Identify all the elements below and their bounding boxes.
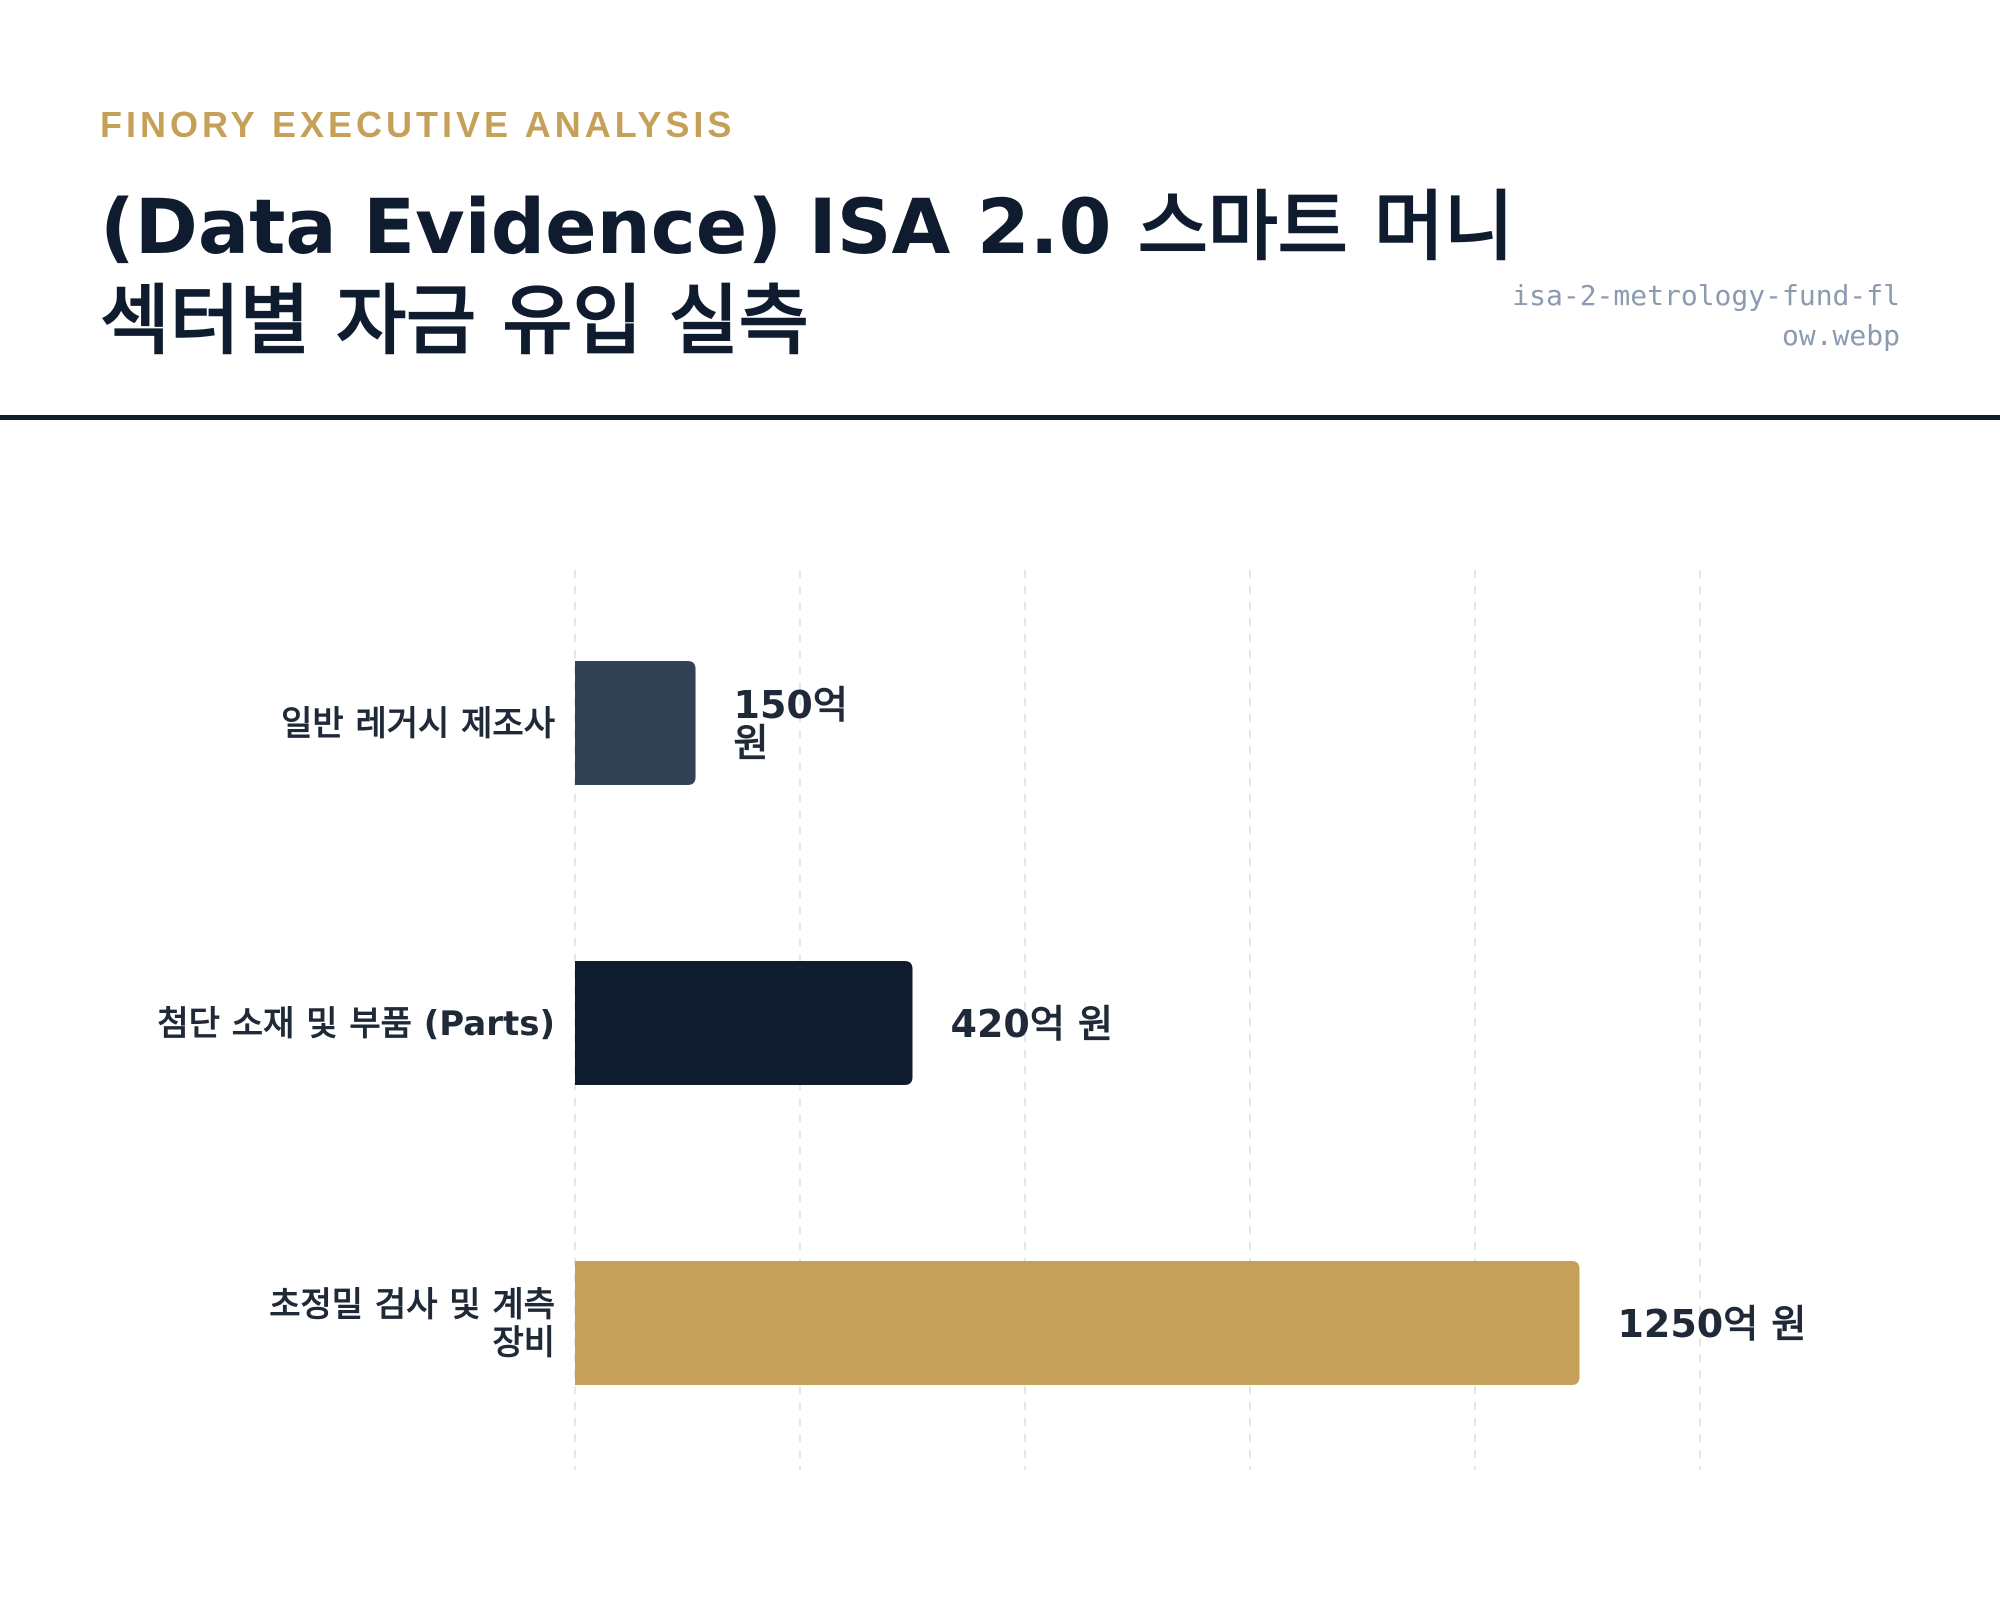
category-label: 초정밀 검사 및 계측 장비 <box>269 1285 555 1363</box>
page-title: (Data Evidence) ISA 2.0 스마트 머니 섹터별 자금 유입… <box>100 182 1514 365</box>
category-label: 첨단 소재 및 부품 (Parts) <box>157 1004 555 1044</box>
bar <box>575 961 913 1085</box>
data-label: 1250억 원 <box>1617 1302 1806 1346</box>
header: FINORY EXECUTIVE ANALYSIS (Data Evidence… <box>0 0 2000 420</box>
eyebrow-label: FINORY EXECUTIVE ANALYSIS <box>100 104 736 145</box>
data-label: 150억 원 <box>734 683 848 765</box>
bar <box>575 1261 1580 1385</box>
file-name: isa-2-metrology-fund-flow.webp <box>1512 279 1900 352</box>
data-label: 420억 원 <box>951 1002 1113 1046</box>
category-label: 일반 레거시 제조사 <box>281 704 555 744</box>
bar <box>575 661 696 785</box>
bar-chart: 일반 레거시 제조사 150억 원첨단 소재 및 부품 (Parts) 420억 원초… <box>157 570 1806 1470</box>
